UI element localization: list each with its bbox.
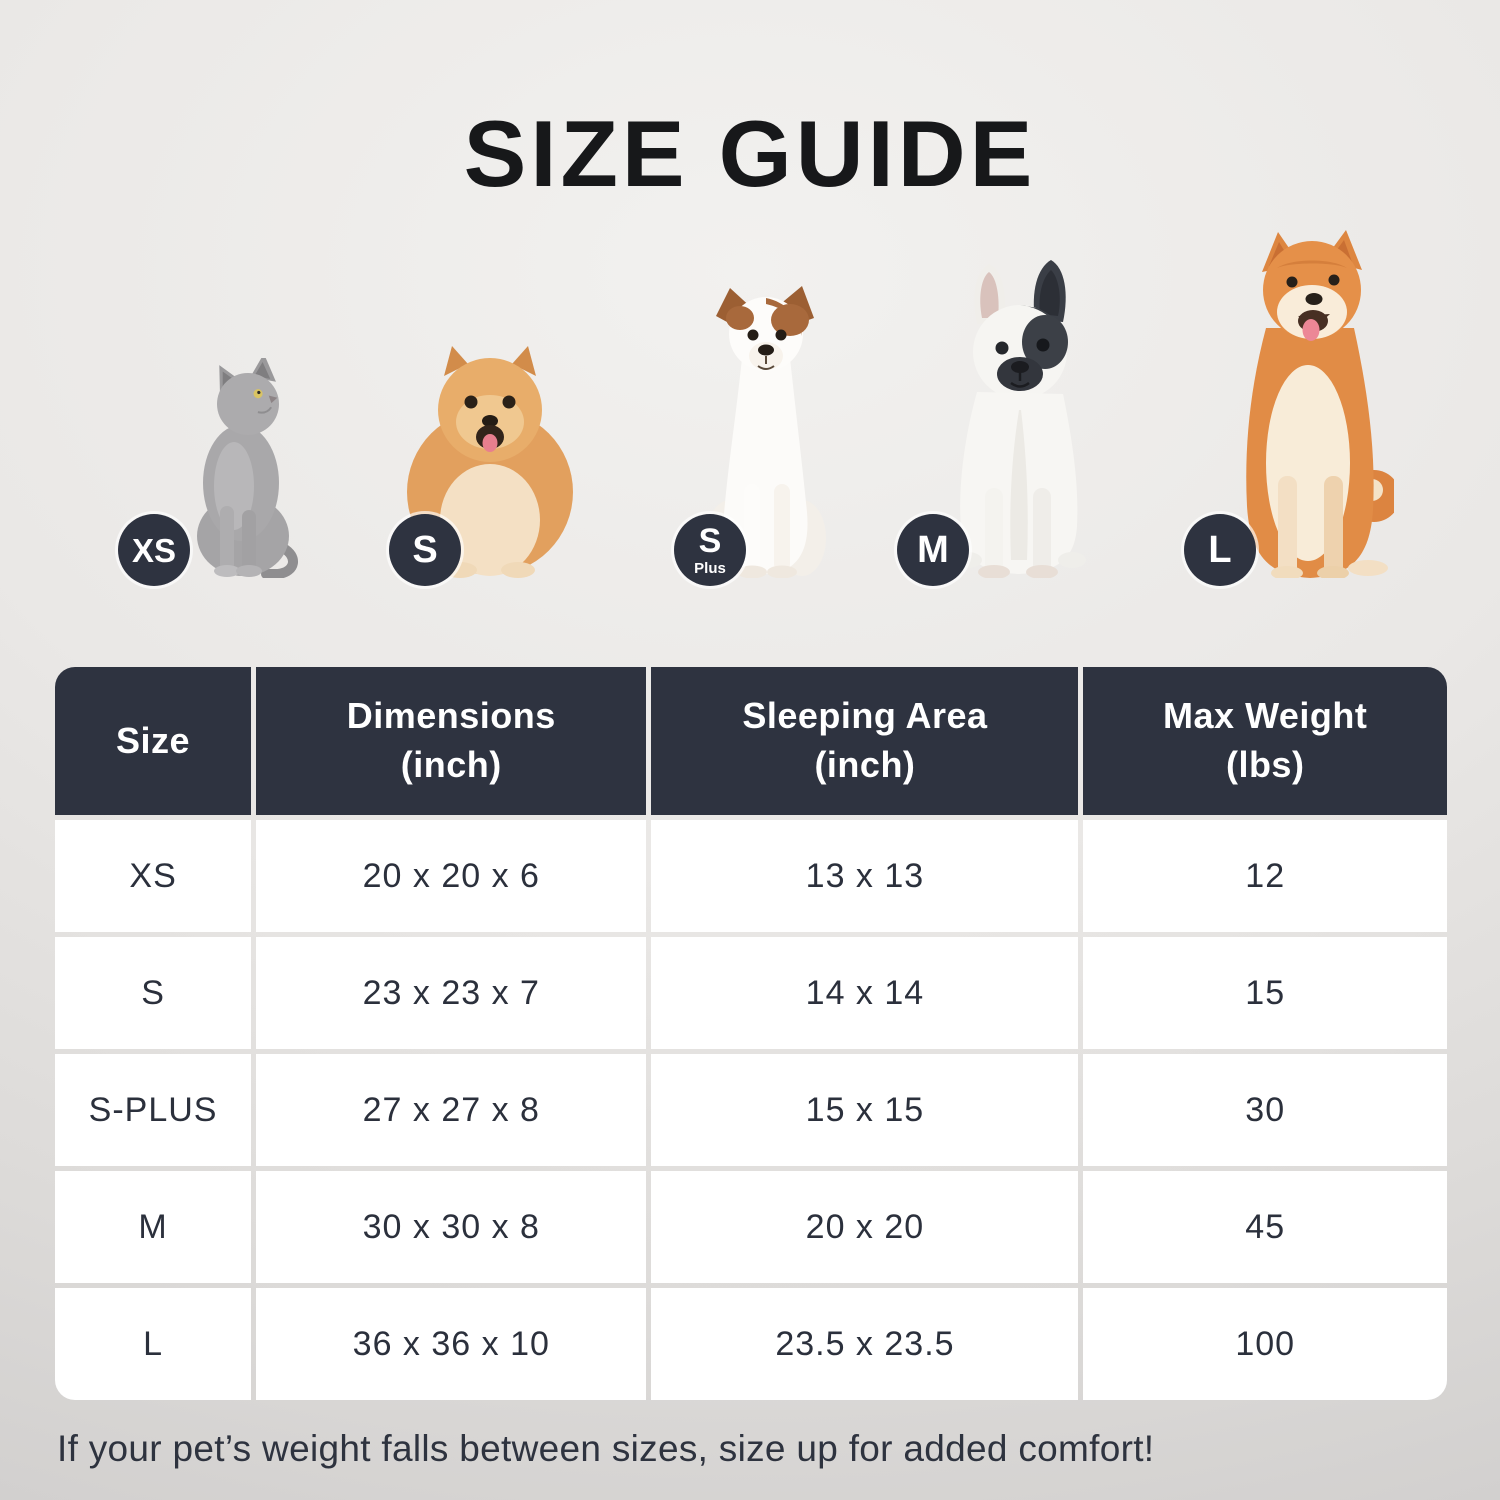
size-badge-m-label: M	[917, 529, 949, 571]
table-row-l-dimensions: 36 x 36 x 10	[256, 1288, 647, 1400]
size-badge-xs-label: XS	[131, 531, 177, 569]
size-badge-xs: XS	[118, 514, 190, 586]
french-bulldog-icon	[954, 260, 1086, 578]
table-row-s-max-weight: 15	[1083, 937, 1447, 1049]
table-row-splus-dimensions: 27 x 27 x 8	[256, 1054, 647, 1166]
footer-note: If your pet’s weight falls between sizes…	[57, 1428, 1155, 1469]
table-row-m-dimensions: 30 x 30 x 8	[256, 1171, 647, 1283]
table-row-m-max-weight: 45	[1083, 1171, 1447, 1283]
shiba-inu-icon	[1246, 230, 1394, 578]
header-max-weight: Max Weight (lbs)	[1083, 667, 1447, 815]
header-size-line1: Size	[116, 719, 191, 761]
table-row-l-max-weight: 100	[1083, 1288, 1447, 1400]
size-badge-l: L	[1184, 514, 1256, 586]
size-badge-s-plus-label: S	[698, 522, 722, 560]
table-row-xs-size: XS	[55, 820, 252, 932]
table-row-xs-sleeping-area: 13 x 13	[651, 820, 1079, 932]
table-row-l-size: L	[55, 1288, 252, 1400]
table-row-l-sleeping-area: 23.5 x 23.5	[651, 1288, 1079, 1400]
size-badge-s-plus: S Plus	[674, 514, 746, 586]
header-dimensions: Dimensions (inch)	[256, 667, 647, 815]
page-title: SIZE GUIDE	[463, 101, 1037, 206]
cat-photo	[186, 358, 300, 578]
header-sleeping-area: Sleeping Area (inch)	[651, 667, 1079, 815]
header-dimensions-line2: (inch)	[400, 744, 502, 785]
table-row-xs-dimensions: 20 x 20 x 6	[256, 820, 647, 932]
table-row-m-size: M	[55, 1171, 252, 1283]
table-row-s-size: S	[55, 937, 252, 1049]
size-badge-s-label: S	[412, 529, 438, 571]
jack-russell-icon	[706, 286, 826, 578]
size-table: Size Dimensions (inch) Sleeping Area (in…	[55, 667, 1447, 1400]
table-row-splus-size: S-PLUS	[55, 1054, 252, 1166]
size-badge-m: M	[897, 514, 969, 586]
table-row-s-sleeping-area: 14 x 14	[651, 937, 1079, 1049]
size-badge-s-plus-sublabel: Plus	[694, 560, 726, 577]
header-dimensions-line1: Dimensions	[346, 695, 556, 737]
jack-russell-photo	[700, 286, 832, 578]
header-max-weight-line1: Max Weight	[1163, 695, 1368, 737]
pets-row: XS S S Plus M L	[0, 220, 1500, 592]
cat-icon	[197, 358, 298, 578]
table-row-m-sleeping-area: 20 x 20	[651, 1171, 1079, 1283]
table-row-xs-max-weight: 12	[1083, 820, 1447, 932]
table-row-splus-max-weight: 30	[1083, 1054, 1447, 1166]
size-badge-s: S	[389, 514, 461, 586]
shiba-inu-photo	[1222, 228, 1394, 578]
header-sleeping-area-line1: Sleeping Area	[742, 695, 988, 737]
table-row-s-dimensions: 23 x 23 x 7	[256, 937, 647, 1049]
french-bulldog-photo	[945, 260, 1093, 578]
header-sleeping-area-line2: (inch)	[814, 744, 916, 785]
size-badge-l-label: L	[1208, 529, 1232, 571]
header-size: Size	[55, 667, 252, 815]
header-max-weight-line2: (lbs)	[1225, 744, 1305, 785]
table-row-splus-sleeping-area: 15 x 15	[651, 1054, 1079, 1166]
